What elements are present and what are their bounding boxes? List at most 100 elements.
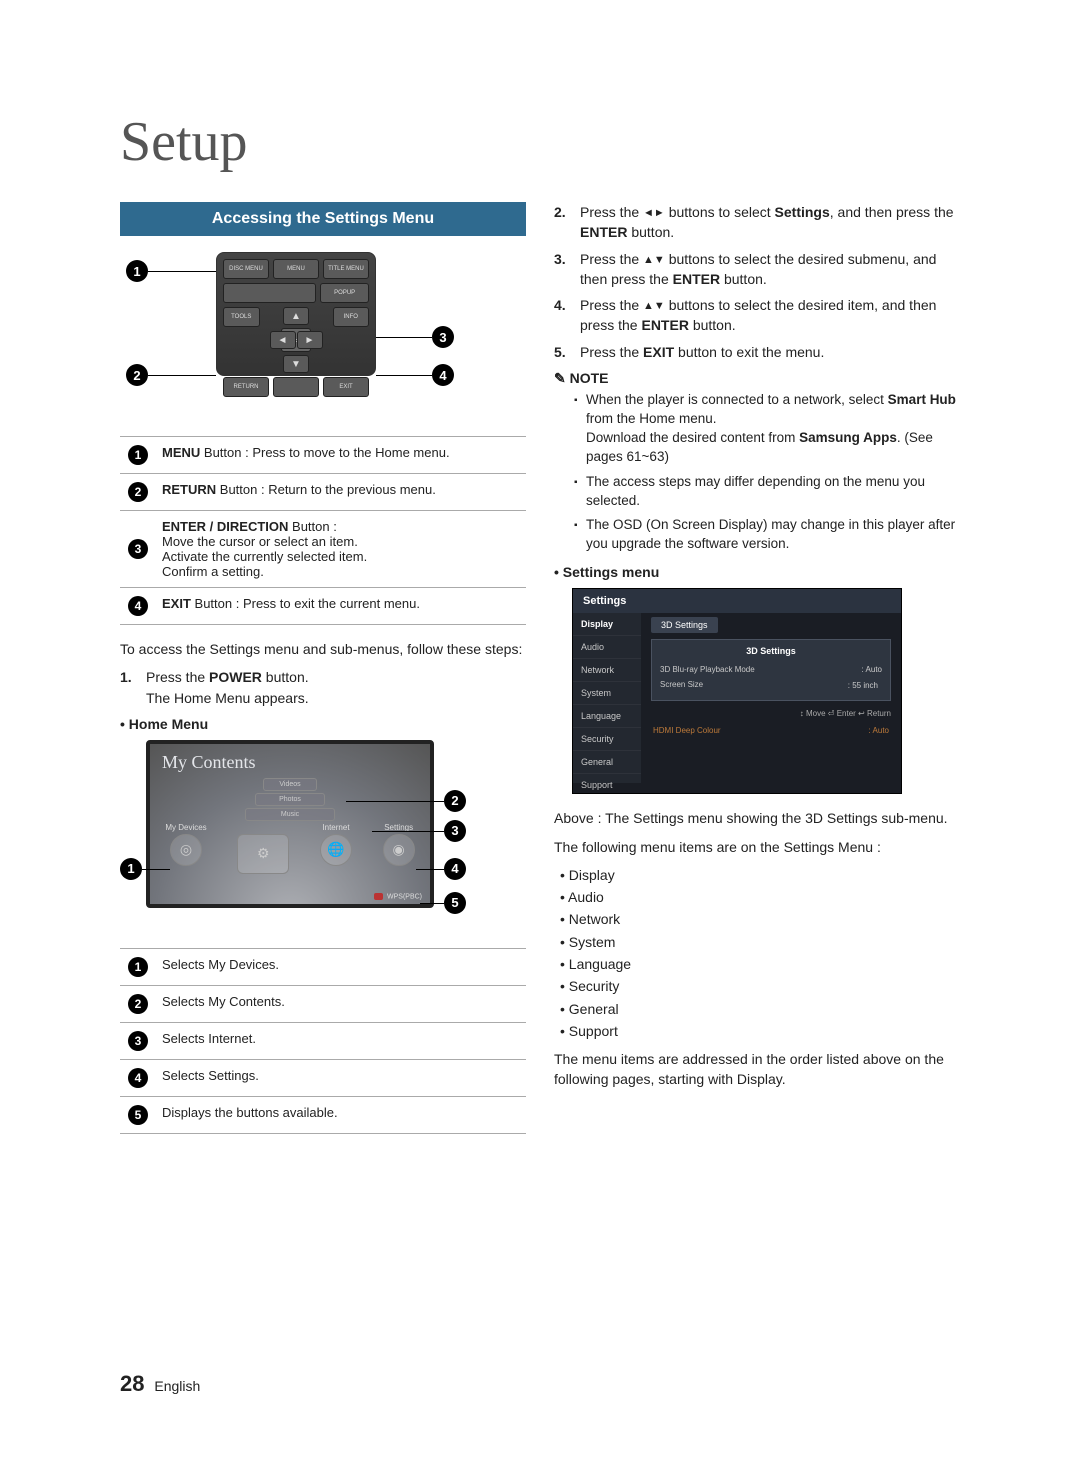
sm-tab: 3D Settings xyxy=(651,617,718,633)
remote-disc-menu: DISC MENU xyxy=(223,259,269,279)
remote-tools: TOOLS xyxy=(223,307,260,327)
callout-1: 1 xyxy=(126,260,148,282)
step-5: Press the EXIT button to exit the menu. xyxy=(572,342,960,362)
menu-item: Support xyxy=(560,1021,960,1041)
settings-icon: ◉ xyxy=(383,834,415,866)
note-item: When the player is connected to a networ… xyxy=(574,391,960,467)
remote-title-menu: TITLE MENU xyxy=(323,259,369,279)
table-desc: Selects My Devices. xyxy=(156,948,526,985)
remote-down: ▼ xyxy=(283,355,309,373)
menu-item: Security xyxy=(560,976,960,996)
sm-row2-label: Screen Size xyxy=(660,680,703,691)
sm-extra-val: : Auto xyxy=(869,726,889,735)
hm-callout-5: 5 xyxy=(444,892,466,914)
sm-sidebar-item: Security xyxy=(573,728,641,751)
section-header: Accessing the Settings Menu xyxy=(120,202,526,236)
sm-sidebar-item: Support xyxy=(573,774,641,797)
menu-item: Network xyxy=(560,909,960,929)
tv-item-internet: Internet xyxy=(322,823,349,832)
remote-diagram: DISC MENU MENU TITLE MENU POPUP TOOLS ▲ … xyxy=(120,248,526,418)
table-num: 1 xyxy=(128,445,148,465)
sm-sidebar-item: Language xyxy=(573,705,641,728)
hm-callout-2: 2 xyxy=(444,790,466,812)
sm-row1-label: 3D Blu-ray Playback Mode xyxy=(660,665,755,674)
internet-icon: 🌐 xyxy=(320,834,352,866)
button-table: 1 MENU Button : Press to move to the Home… xyxy=(120,436,526,625)
page-number: 28 xyxy=(120,1371,144,1396)
tv-footer: WPS(PBC) xyxy=(387,893,422,900)
table-desc: RETURN Button : Return to the previous m… xyxy=(156,474,526,511)
sm-row1-val: : Auto xyxy=(862,665,882,674)
sm-sidebar-item: Audio xyxy=(573,636,641,659)
remote-popup: POPUP xyxy=(320,283,369,303)
remote-up: ▲ xyxy=(283,307,309,325)
home-menu-heading: Home Menu xyxy=(120,716,526,732)
table-desc: EXIT Button : Press to exit the current … xyxy=(156,588,526,625)
table-desc: Selects Internet. xyxy=(156,1022,526,1059)
table-desc: Selects Settings. xyxy=(156,1059,526,1096)
intro-text: To access the Settings menu and sub-menu… xyxy=(120,639,526,659)
table-num: 1 xyxy=(128,957,148,977)
note-heading: NOTE xyxy=(554,370,960,387)
hm-callout-4: 4 xyxy=(444,858,466,880)
step-2: Press the ◄► buttons to select Settings,… xyxy=(572,202,960,243)
menu-intro-text: The following menu items are on the Sett… xyxy=(554,837,960,857)
after-mock-text: Above : The Settings menu showing the 3D… xyxy=(554,808,960,828)
page-language: English xyxy=(154,1378,200,1394)
sm-hints: ↕ Move ⏎ Enter ↩ Return xyxy=(651,709,891,718)
remote-exit: EXIT xyxy=(323,377,369,397)
home-menu-diagram: My Contents Videos Photos Music My Devic… xyxy=(120,740,526,932)
remote-blank2 xyxy=(273,377,319,397)
remote-blank1 xyxy=(223,283,316,303)
note-item: The access steps may differ depending on… xyxy=(574,473,960,511)
tv-stack-music: Music xyxy=(245,808,335,821)
sm-sidebar-item: System xyxy=(573,682,641,705)
page-footer: 28 English xyxy=(120,1371,200,1397)
tv-stack-photos: Photos xyxy=(255,793,325,806)
settings-menu-heading: Settings menu xyxy=(554,564,960,580)
step-1: Press the POWER button.The Home Menu app… xyxy=(138,667,526,708)
menu-item: General xyxy=(560,999,960,1019)
menu-item: Display xyxy=(560,865,960,885)
menu-item: Language xyxy=(560,954,960,974)
page-title: Setup xyxy=(120,110,960,174)
table-desc: MENU Button : Press to move to the Home … xyxy=(156,437,526,474)
table-num: 5 xyxy=(128,1105,148,1125)
table-num: 4 xyxy=(128,596,148,616)
sm-sidebar-item: General xyxy=(573,751,641,774)
table-desc: Displays the buttons available. xyxy=(156,1096,526,1133)
table-num: 3 xyxy=(128,539,148,559)
sm-sidebar-item: Network xyxy=(573,659,641,682)
hm-callout-3: 3 xyxy=(444,820,466,842)
tv-stack-videos: Videos xyxy=(263,778,317,791)
contents-icon: ⚙ xyxy=(237,834,289,874)
settings-menu-screenshot: Settings DisplayAudioNetworkSystemLangua… xyxy=(572,588,902,794)
table-desc: ENTER / DIRECTION Button :Move the curso… xyxy=(156,511,526,588)
remote-info: INFO xyxy=(333,307,370,327)
home-table: 1Selects My Devices.2Selects My Contents… xyxy=(120,948,526,1134)
remote-right: ► xyxy=(297,331,323,349)
sm-sidebar-item: Display xyxy=(573,613,641,636)
step-3: Press the ▲▼ buttons to select the desir… xyxy=(572,249,960,290)
left-column: Accessing the Settings Menu DISC MENU ME… xyxy=(120,202,526,1148)
table-desc: Selects My Contents. xyxy=(156,985,526,1022)
tv-item-devices: My Devices xyxy=(165,823,206,832)
table-num: 2 xyxy=(128,482,148,502)
hm-callout-1: 1 xyxy=(120,858,142,880)
sm-extra-label: HDMI Deep Colour xyxy=(653,726,721,735)
right-column: Press the ◄► buttons to select Settings,… xyxy=(554,202,960,1148)
sm-row2-val: : 55 inch xyxy=(844,680,882,691)
note-item: The OSD (On Screen Display) may change i… xyxy=(574,516,960,554)
remote-left: ◄ xyxy=(270,331,296,349)
menu-item: Audio xyxy=(560,887,960,907)
step-4: Press the ▲▼ buttons to select the desir… xyxy=(572,295,960,336)
tv-title: My Contents xyxy=(150,744,430,775)
menu-item: System xyxy=(560,932,960,952)
callout-3: 3 xyxy=(432,326,454,348)
remote-return: RETURN xyxy=(223,377,269,397)
closing-text: The menu items are addressed in the orde… xyxy=(554,1049,960,1090)
devices-icon: ◎ xyxy=(170,834,202,866)
table-num: 3 xyxy=(128,1031,148,1051)
sm-header: Settings xyxy=(573,589,901,613)
callout-4: 4 xyxy=(432,364,454,386)
